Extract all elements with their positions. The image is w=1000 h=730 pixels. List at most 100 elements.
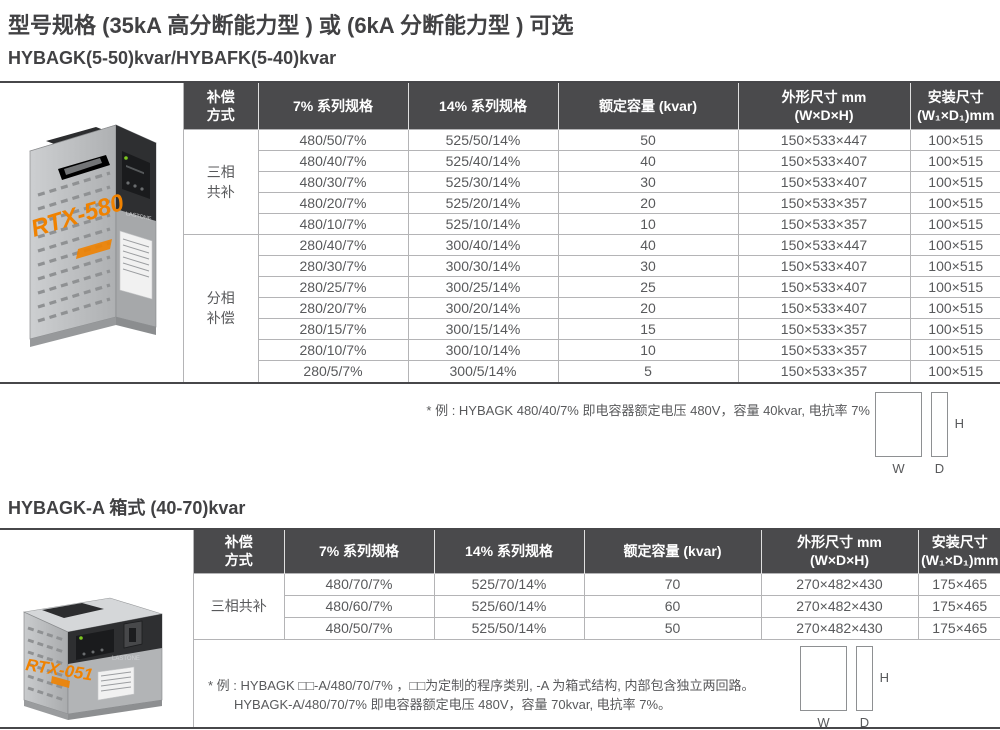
- column-header-series7: 7% 系列规格: [257, 83, 408, 130]
- table-row: 分相补偿 280/40/7% 300/40/14% 40 150×533×447 100×…: [184, 234, 1000, 382]
- logo-banner: [51, 675, 70, 688]
- table-cell: 270×482×430: [761, 616, 919, 639]
- table-cell: 525/20/14%: [408, 192, 559, 214]
- table-cell: 50: [558, 129, 739, 151]
- table-cell: 270×482×430: [761, 572, 919, 595]
- table-cell: 280/10/7%: [258, 339, 409, 361]
- header-row: 补偿 方式 7% 系列规格 14% 系列规格 额定容量 (kvar) 外形尺寸 m…: [194, 529, 1000, 573]
- table-cell: 300/30/14%: [408, 255, 559, 277]
- table-cell: 50: [584, 616, 762, 639]
- table-row: 三相共补 480/70/7% 525/70/14% 70 270×482×430 175×…: [194, 572, 1000, 639]
- column-header-capacity: 额定容量 (kvar): [583, 529, 761, 573]
- table-cell: 100×515: [910, 360, 1000, 382]
- table-cell: 100×515: [910, 297, 1000, 319]
- table-cell: 40: [558, 150, 739, 172]
- table-cell: 150×533×407: [738, 150, 911, 172]
- note-line-2: HYBAGK-A/480/70/7% 即电容器额定电压 480V，容量 70kv…: [234, 697, 672, 712]
- column-header-series14: 14% 系列规格: [407, 83, 558, 130]
- product-illustration-box: LASTONE RTX-051: [22, 597, 163, 720]
- product-top-handle: [42, 602, 104, 618]
- width-box: [875, 391, 922, 457]
- table-row: 280/15/7% 300/15/14% 15 150×533×357 100×515: [184, 318, 1000, 340]
- table-row: 480/20/7% 525/20/14% 20 150×533×357 100×515: [184, 192, 1000, 214]
- column-header-compensation: 补偿 方式: [194, 529, 284, 573]
- table-row: 三相共补 480/50/7% 525/50/14% 50 150×533×447 100×…: [184, 129, 1000, 235]
- column-header-capacity: 额定容量 (kvar): [557, 83, 738, 130]
- display-screen: [122, 151, 150, 199]
- table-row: 480/30/7% 525/30/14% 30 150×533×407 100×515: [184, 171, 1000, 193]
- table-cell: 150×533×447: [738, 234, 911, 256]
- table-cell: 480/60/7%: [284, 594, 435, 617]
- table-cell: 480/20/7%: [258, 192, 409, 214]
- table-cell: 25: [558, 276, 739, 298]
- table-cell: 525/50/14%: [408, 129, 559, 151]
- table-cell: 60: [584, 594, 762, 617]
- status-led: [79, 635, 83, 640]
- table-cell: 525/50/14%: [434, 616, 585, 639]
- table-cell: 70: [584, 572, 762, 595]
- note-area-1: * 例 : HYBAGK 480/40/7% 即电容器额定电压 480V，容量 …: [0, 384, 1000, 484]
- table-cell: 5: [558, 360, 739, 382]
- table-cell: 150×533×357: [738, 318, 911, 340]
- brand-text: LASTONE: [126, 211, 152, 222]
- page-header: 型号规格 (35kA 高分断能力型 ) 或 (6kA 分断能力型 ) 可选 HY…: [0, 0, 1000, 69]
- table-cell: 150×533×357: [738, 360, 911, 382]
- table-cell: 525/60/14%: [434, 594, 585, 617]
- table-cell: 480/40/7%: [258, 150, 409, 172]
- table-cell: 150×533×357: [738, 339, 911, 361]
- table-cell: 480/30/7%: [258, 171, 409, 193]
- column-header-dimensions: 外形尺寸 mm (W×D×H): [760, 529, 918, 573]
- table-cell: 30: [558, 171, 739, 193]
- table-cell: 100×515: [910, 129, 1000, 151]
- table-cell: 20: [558, 297, 739, 319]
- table-cell: 175×465: [918, 616, 1000, 639]
- table-row: 480/10/7% 525/10/14% 10 150×533×357 100×515: [184, 213, 1000, 235]
- vent-louvers: [27, 626, 65, 701]
- table-cell: 270×482×430: [761, 594, 919, 617]
- depth-box: [931, 391, 948, 457]
- table-row: 480/60/7% 525/60/14% 60 270×482×430 175×465: [194, 594, 1000, 617]
- table-cell: 100×515: [910, 150, 1000, 172]
- table-cell: 40: [558, 234, 739, 256]
- row-group-label: 三相共补: [194, 572, 285, 639]
- height-label: H: [879, 670, 889, 685]
- column-header-mounting: 安装尺寸 (W₁×D₁)mm: [909, 83, 1000, 130]
- table-cell: 525/40/14%: [408, 150, 559, 172]
- table-cell: 175×465: [918, 594, 1000, 617]
- table-row: 280/30/7% 300/30/14% 30 150×533×407 100×515: [184, 255, 1000, 277]
- table-cell: 150×533×407: [738, 297, 911, 319]
- column-header-series7: 7% 系列规格: [283, 529, 434, 573]
- spec-table-hybagk: 补偿 方式 7% 系列规格 14% 系列规格 额定容量 (kvar) 外形尺寸 m…: [184, 83, 1000, 382]
- table-cell: 280/40/7%: [258, 234, 409, 256]
- table-cell: 175×465: [918, 572, 1000, 595]
- table-cell: 10: [558, 339, 739, 361]
- example-note-1: * 例 : HYBAGK 480/40/7% 即电容器额定电压 480V，容量 …: [426, 402, 870, 418]
- table-cell: 280/15/7%: [258, 318, 409, 340]
- table-cell: 280/5/7%: [258, 360, 409, 382]
- table-cell: 150×533×447: [738, 129, 911, 151]
- table-row: 480/40/7% 525/40/14% 40 150×533×407 100×515: [184, 150, 1000, 172]
- table-cell: 150×533×407: [738, 276, 911, 298]
- column-header-series14: 14% 系列规格: [433, 529, 584, 573]
- note-area-2: * 例 : HYBAGK □□-A/480/70/7% ，□□为定制的程序类别,…: [194, 639, 1000, 730]
- table-cell: 20: [558, 192, 739, 214]
- table-cell: 150×533×407: [738, 255, 911, 277]
- status-led: [124, 156, 128, 160]
- page-title: 型号规格 (35kA 高分断能力型 ) 或 (6kA 分断能力型 ) 可选: [8, 13, 574, 38]
- column-header-dimensions: 外形尺寸 mm (W×D×H): [737, 83, 910, 130]
- table-cell: 100×515: [910, 276, 1000, 298]
- product-illustration-tower: LASTONE RTX-580: [28, 124, 157, 347]
- product-photo-hybagk: LASTONE RTX-580: [0, 83, 183, 382]
- depth-label: D: [934, 460, 945, 476]
- base-flange: [24, 699, 68, 720]
- dimension-diagram-2: W D H: [800, 646, 889, 730]
- table-cell: 100×515: [910, 192, 1000, 214]
- table-cell: 480/50/7%: [258, 129, 409, 151]
- depth-box: [856, 646, 873, 711]
- section-hybagk: LASTONE RTX-580: [0, 81, 1000, 384]
- table-cell: 100×515: [910, 318, 1000, 340]
- table-cell: 480/10/7%: [258, 213, 409, 235]
- table-cell: 150×533×407: [738, 171, 911, 193]
- table-cell: 10: [558, 213, 739, 235]
- table-cell: 525/10/14%: [408, 213, 559, 235]
